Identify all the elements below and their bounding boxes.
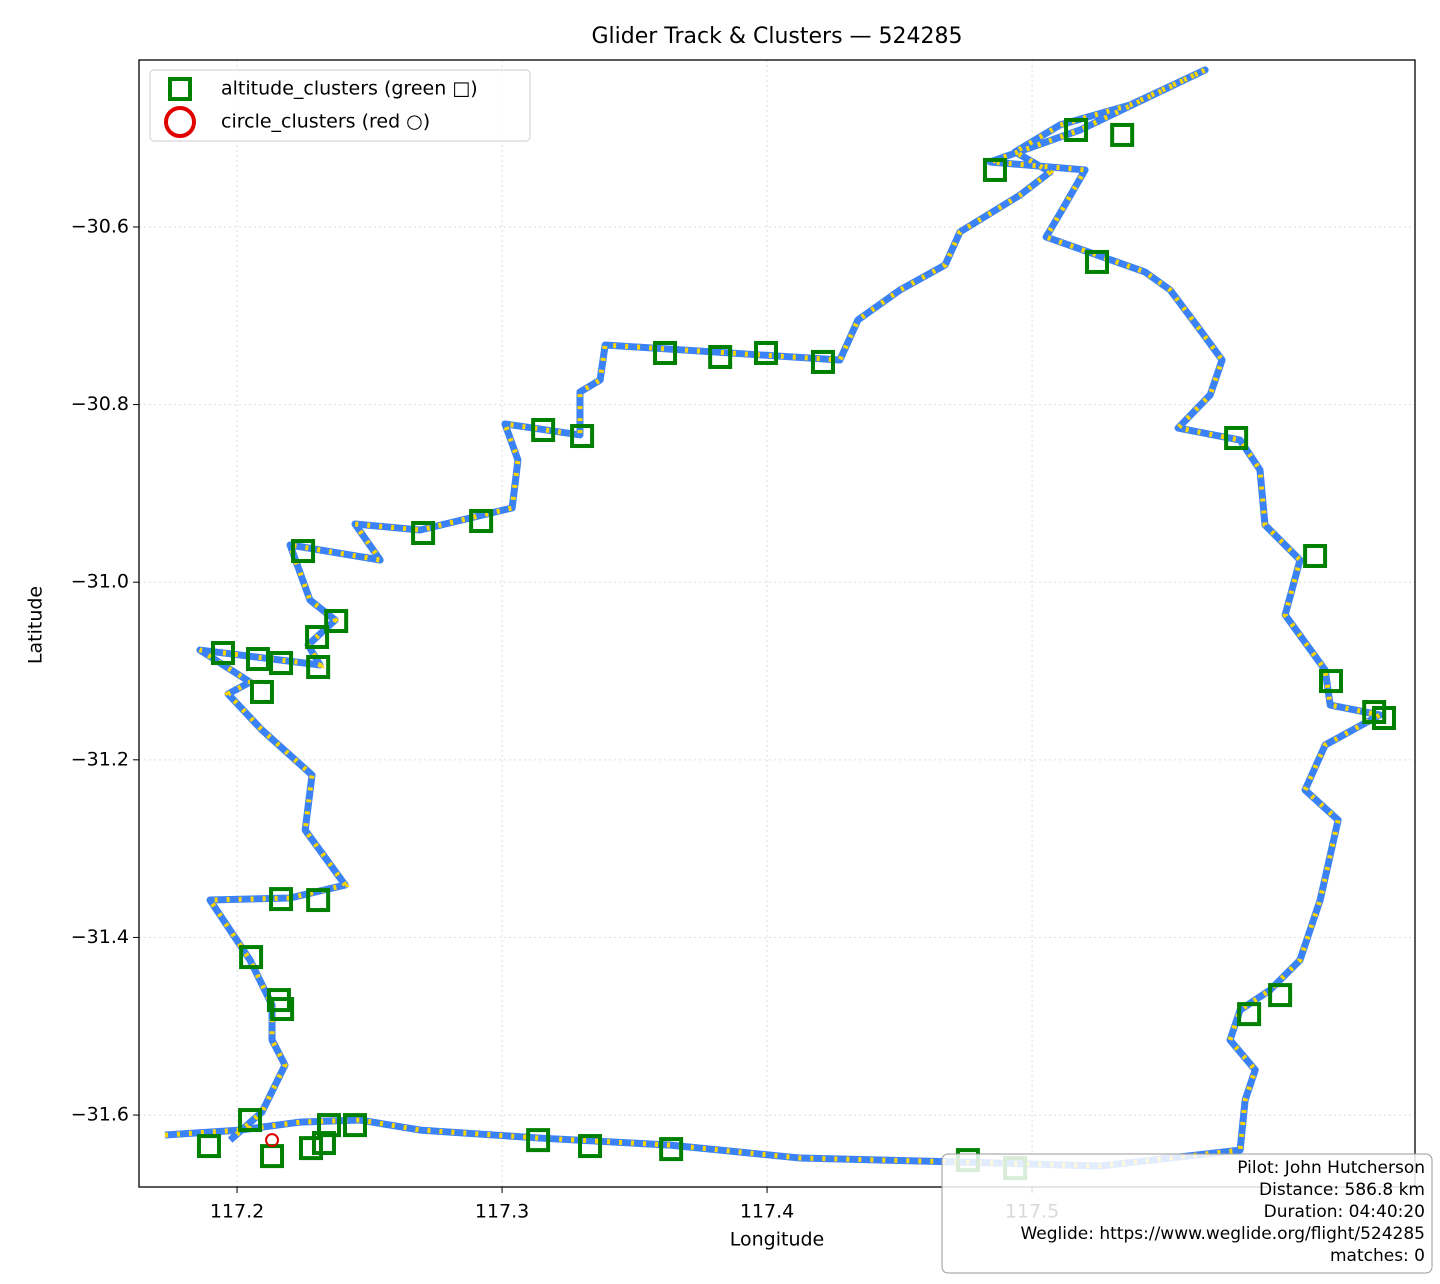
y-tick-label: −30.8 [71,393,129,415]
info-line: Pilot: John Hutcherson [1237,1158,1425,1178]
altitude-cluster [411,521,436,546]
altitude-cluster [298,1136,323,1161]
altitude-cluster [659,1137,684,1162]
legend-label: circle_clusters (red ○) [221,111,430,133]
altitude-cluster [1371,705,1396,730]
altitude-cluster [317,1113,342,1138]
legend-marker [168,77,192,101]
altitude-cluster [570,424,595,449]
altitude-cluster [708,344,733,369]
altitude-cluster [305,624,330,649]
legend: altitude_clusters (green □) circle_cluste… [149,69,531,142]
info-line: Distance: 586.8 km [1259,1180,1425,1200]
altitude-cluster [1237,1002,1262,1027]
y-tick-label: −31.2 [71,748,129,770]
info-line: Duration: 04:40:20 [1264,1202,1425,1222]
altitude-cluster [1303,544,1328,569]
y-tick-label: −31.4 [71,926,129,948]
altitude-cluster [1084,249,1109,274]
y-tick-label: −31.6 [71,1104,129,1126]
altitude-cluster [1268,983,1293,1008]
chart-title: Glider Track & Clusters — 524285 [591,24,962,49]
altitude-cluster [311,1131,336,1156]
legend-box [149,69,531,142]
altitude-cluster [239,945,264,970]
plot-frame [138,59,1416,1188]
altitude-cluster [754,340,779,365]
altitude-cluster [653,340,678,365]
legend-label: altitude_clusters (green □) [221,78,478,100]
altitude-cluster [196,1134,221,1159]
altitude-cluster [211,640,236,665]
altitude-cluster [1318,669,1343,694]
altitude-cluster [306,888,331,913]
altitude-cluster [531,417,556,442]
altitude-cluster [269,887,294,912]
altitude-cluster [291,539,316,564]
altitude-cluster [982,157,1007,182]
altitude-cluster [526,1128,551,1153]
plot-marks [164,66,1396,1181]
altitude-cluster [810,349,835,374]
x-tick-label: 117.4 [740,1201,794,1223]
altitude-cluster [238,1108,263,1133]
altitude-cluster [1110,122,1135,147]
x-axis-label: Longitude [730,1229,825,1251]
altitude-cluster [266,988,291,1013]
altitude-cluster [324,609,349,634]
altitude-cluster [245,647,270,672]
altitude-cluster [342,1113,367,1138]
circle-cluster [265,1133,280,1148]
info-line: matches: 0 [1330,1246,1425,1266]
altitude-cluster [469,509,494,534]
info-line: Weglide: https://www.weglide.org/flight/… [1020,1224,1425,1244]
info-box-frame [941,1153,1433,1274]
y-axis-label: Latitude [25,586,47,664]
y-tick-label: −30.6 [71,215,129,237]
altitude-cluster [1064,117,1089,142]
altitude-cluster [1224,425,1249,450]
altitude-cluster [306,655,331,680]
track [164,66,1384,1170]
y-tick-label: −31.0 [71,571,129,593]
x-tick-label: 117.2 [210,1201,264,1223]
x-tick-label: 117.3 [475,1201,529,1223]
altitude-cluster [269,651,294,676]
altitude-cluster [578,1134,603,1159]
legend-marker [164,106,196,138]
altitude-cluster [249,679,274,704]
